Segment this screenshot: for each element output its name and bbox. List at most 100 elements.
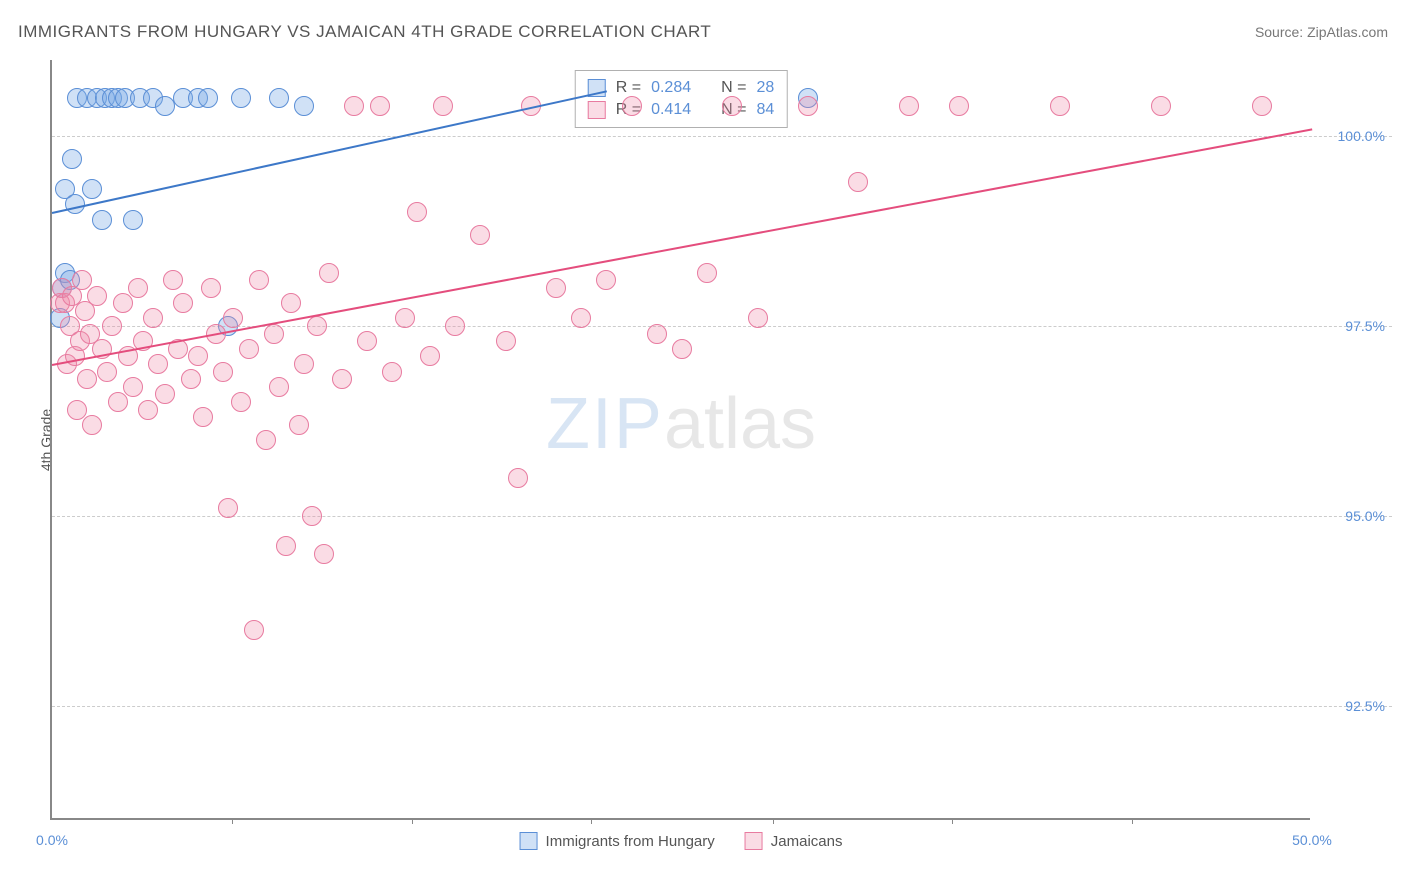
data-point-hungary xyxy=(198,88,218,108)
data-point-jamaica xyxy=(143,308,163,328)
data-point-jamaica xyxy=(433,96,453,116)
data-point-hungary xyxy=(269,88,289,108)
data-point-jamaica xyxy=(102,316,122,336)
data-point-jamaica xyxy=(128,278,148,298)
data-point-jamaica xyxy=(123,377,143,397)
data-point-hungary xyxy=(231,88,251,108)
data-point-jamaica xyxy=(508,468,528,488)
data-point-jamaica xyxy=(249,270,269,290)
y-tick-label: 97.5% xyxy=(1345,318,1385,334)
data-point-jamaica xyxy=(445,316,465,336)
data-point-jamaica xyxy=(289,415,309,435)
data-point-jamaica xyxy=(269,377,289,397)
data-point-jamaica xyxy=(949,96,969,116)
data-point-jamaica xyxy=(201,278,221,298)
x-minor-tick xyxy=(1132,818,1133,824)
grid-line-h xyxy=(52,136,1392,137)
data-point-jamaica xyxy=(1151,96,1171,116)
data-point-jamaica xyxy=(848,172,868,192)
legend-item-hungary: Immigrants from Hungary xyxy=(520,832,715,850)
data-point-jamaica xyxy=(276,536,296,556)
data-point-jamaica xyxy=(213,362,233,382)
data-point-jamaica xyxy=(319,263,339,283)
data-point-jamaica xyxy=(281,293,301,313)
data-point-jamaica xyxy=(188,346,208,366)
data-point-hungary xyxy=(82,179,102,199)
data-point-jamaica xyxy=(256,430,276,450)
data-point-hungary xyxy=(92,210,112,230)
data-point-jamaica xyxy=(748,308,768,328)
stats-r-jamaica: 0.414 xyxy=(651,101,691,119)
data-point-jamaica xyxy=(697,263,717,283)
stats-row-jamaica: R = 0.414 N = 84 xyxy=(588,99,775,121)
stats-n-label: N = xyxy=(721,79,746,97)
data-point-jamaica xyxy=(722,96,742,116)
legend-label-jamaica: Jamaicans xyxy=(771,833,843,850)
data-point-jamaica xyxy=(1252,96,1272,116)
data-point-jamaica xyxy=(163,270,183,290)
data-point-jamaica xyxy=(571,308,591,328)
data-point-jamaica xyxy=(173,293,193,313)
watermark-atlas: atlas xyxy=(664,384,816,464)
y-tick-label: 100.0% xyxy=(1338,128,1385,144)
data-point-jamaica xyxy=(67,400,87,420)
data-point-hungary xyxy=(123,210,143,230)
watermark-zip: ZIP xyxy=(546,384,664,464)
data-point-jamaica xyxy=(314,544,334,564)
data-point-jamaica xyxy=(307,316,327,336)
stats-n-jamaica: 84 xyxy=(756,101,774,119)
data-point-jamaica xyxy=(420,346,440,366)
stats-swatch-jamaica xyxy=(588,101,606,119)
source-name: ZipAtlas.com xyxy=(1307,24,1388,40)
data-point-jamaica xyxy=(148,354,168,374)
data-point-jamaica xyxy=(647,324,667,344)
data-point-jamaica xyxy=(82,415,102,435)
data-point-jamaica xyxy=(370,96,390,116)
source-prefix: Source: xyxy=(1255,24,1307,40)
legend-swatch-hungary xyxy=(520,832,538,850)
y-tick-label: 92.5% xyxy=(1345,698,1385,714)
trend-line-jamaica xyxy=(52,128,1312,366)
data-point-jamaica xyxy=(97,362,117,382)
bottom-legend: Immigrants from Hungary Jamaicans xyxy=(520,832,843,850)
data-point-jamaica xyxy=(87,286,107,306)
data-point-jamaica xyxy=(596,270,616,290)
data-point-hungary xyxy=(62,149,82,169)
x-minor-tick xyxy=(952,818,953,824)
stats-box: R = 0.284 N = 28 R = 0.414 N = 84 xyxy=(575,70,788,128)
x-minor-tick xyxy=(412,818,413,824)
grid-line-h xyxy=(52,516,1392,517)
x-tick-label: 0.0% xyxy=(36,832,68,848)
x-minor-tick xyxy=(591,818,592,824)
data-point-jamaica xyxy=(357,331,377,351)
data-point-jamaica xyxy=(108,392,128,412)
plot-area: ZIPatlas R = 0.284 N = 28 R = 0.414 N = … xyxy=(50,60,1310,820)
x-minor-tick xyxy=(232,818,233,824)
x-minor-tick xyxy=(773,818,774,824)
data-point-jamaica xyxy=(138,400,158,420)
data-point-jamaica xyxy=(218,498,238,518)
legend-swatch-jamaica xyxy=(745,832,763,850)
data-point-jamaica xyxy=(496,331,516,351)
data-point-jamaica xyxy=(181,369,201,389)
stats-row-hungary: R = 0.284 N = 28 xyxy=(588,77,775,99)
data-point-jamaica xyxy=(622,96,642,116)
data-point-jamaica xyxy=(239,339,259,359)
trend-line-hungary xyxy=(52,90,607,214)
data-point-jamaica xyxy=(407,202,427,222)
legend-item-jamaica: Jamaicans xyxy=(745,832,843,850)
x-tick-label: 50.0% xyxy=(1292,832,1332,848)
data-point-jamaica xyxy=(223,308,243,328)
grid-line-h xyxy=(52,706,1392,707)
data-point-hungary xyxy=(294,96,314,116)
data-point-jamaica xyxy=(798,96,818,116)
data-point-jamaica xyxy=(395,308,415,328)
data-point-jamaica xyxy=(113,293,133,313)
data-point-jamaica xyxy=(244,620,264,640)
data-point-jamaica xyxy=(672,339,692,359)
data-point-jamaica xyxy=(231,392,251,412)
chart-container: 4th Grade ZIPatlas R = 0.284 N = 28 R = … xyxy=(50,50,1390,830)
stats-r-label: R = xyxy=(616,79,641,97)
data-point-jamaica xyxy=(302,506,322,526)
chart-header: IMMIGRANTS FROM HUNGARY VS JAMAICAN 4TH … xyxy=(18,22,1388,42)
